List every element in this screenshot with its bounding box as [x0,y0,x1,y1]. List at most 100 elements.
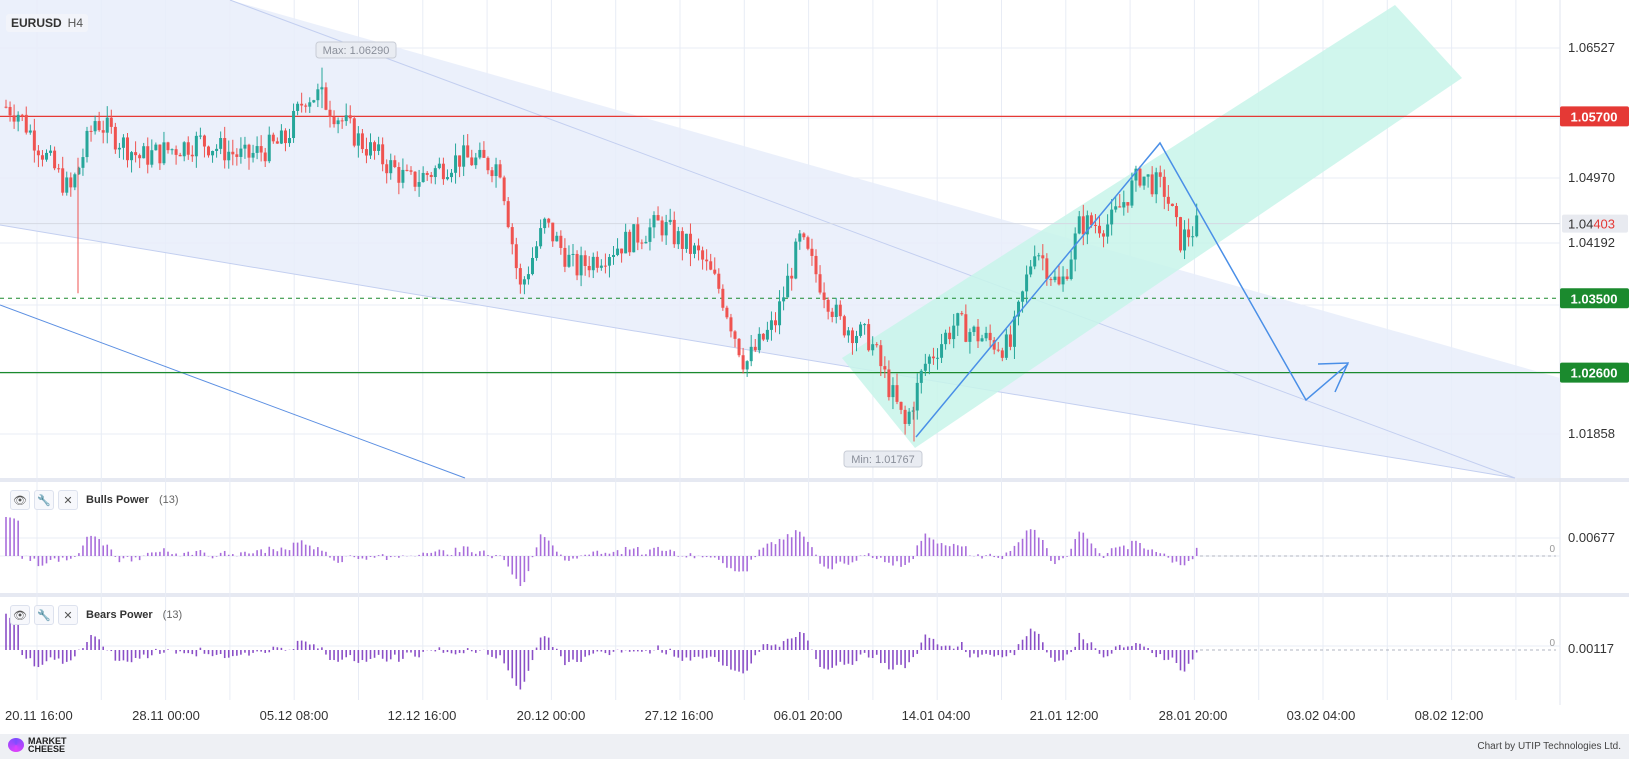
candle [8,106,12,116]
candle [526,274,530,280]
candle [782,297,786,302]
resistance-badge-text: 1.05700 [1571,109,1618,124]
candle [1110,209,1114,225]
candle [45,152,48,160]
candle [466,145,470,158]
candle [624,231,628,254]
candle [911,410,915,412]
timeframe-label: H4 [67,16,84,30]
symbol-label[interactable]: EURUSD H4 [6,14,89,32]
candle [891,385,895,398]
candle [454,155,458,173]
wrench-icon[interactable]: 🔧 [34,490,54,510]
candle [486,157,490,171]
candle [741,355,745,370]
candle [838,304,842,317]
price-tick: 1.04970 [1568,170,1615,185]
candle [166,142,170,151]
min-label-text: Min: 1.01767 [851,454,915,466]
close-icon[interactable]: ✕ [58,605,78,625]
candle [4,106,8,108]
candle [182,142,186,157]
candle [490,170,494,177]
candle [737,338,741,356]
candle [559,235,563,248]
candle [879,345,883,367]
candle [409,170,413,172]
candle [547,218,551,223]
eye-icon[interactable]: 👁 [10,490,30,510]
candle [1134,168,1138,181]
candle [126,137,129,161]
candle [470,157,474,166]
candle [518,268,522,285]
candle [130,152,134,161]
candle [579,255,583,276]
candle [806,237,810,249]
max-label-text: Max: 1.06290 [323,45,390,57]
eye-icon[interactable]: 👁 [10,605,30,625]
candle [340,120,344,122]
candle [1021,291,1025,302]
candle [364,149,368,156]
channel-edge [229,0,1516,479]
candle [215,148,219,151]
candle [826,299,830,312]
candle [316,89,320,101]
candle [433,168,437,178]
time-label: 12.12 16:00 [388,708,457,723]
candle [1029,266,1033,275]
candle [385,164,389,174]
candle [923,363,927,371]
candle [753,346,757,351]
candle [887,369,891,398]
candle [591,256,595,271]
candle [652,215,656,228]
candle [680,231,684,249]
candle [1065,276,1069,279]
support1-badge-text: 1.03500 [1571,291,1618,306]
candle [1073,233,1077,260]
candle [725,307,729,318]
market-cheese-logo[interactable]: MARKET CHEESE [8,737,67,754]
candle [109,117,113,127]
candle [636,224,640,243]
candle [255,146,259,153]
candle [421,172,425,183]
candle [170,149,174,151]
candle [842,316,846,336]
candle [40,155,44,160]
close-icon[interactable]: ✕ [58,490,78,510]
candle [616,248,620,255]
candle [705,259,709,262]
candle [1118,206,1122,208]
candle [405,169,409,171]
bears-power-header: 👁 🔧 ✕ Bears Power (13) [10,605,182,625]
chart-canvas[interactable]: Max: 1.06290 Min: 1.01767 1.06527 1.04970 1.… [0,0,1629,734]
candle [308,102,312,107]
candle [12,115,16,122]
candle [174,149,178,155]
candle [1012,316,1016,347]
candle [1025,274,1029,292]
candle [814,255,818,275]
wrench-icon[interactable]: 🔧 [34,605,54,625]
candle [101,130,105,133]
candle [769,320,773,330]
candle [1150,174,1154,195]
candle [676,231,680,245]
support2-badge [1560,362,1629,383]
candle [607,256,611,266]
candle [304,105,308,107]
candle [944,332,948,345]
candle [810,248,814,256]
candle [1154,172,1158,195]
candle [936,357,939,359]
candle [996,349,1000,351]
candle [105,117,109,133]
candle [462,145,466,167]
time-label: 03.02 04:00 [1287,708,1356,723]
min-label [843,450,923,468]
candle [437,163,441,169]
candle [117,147,121,150]
